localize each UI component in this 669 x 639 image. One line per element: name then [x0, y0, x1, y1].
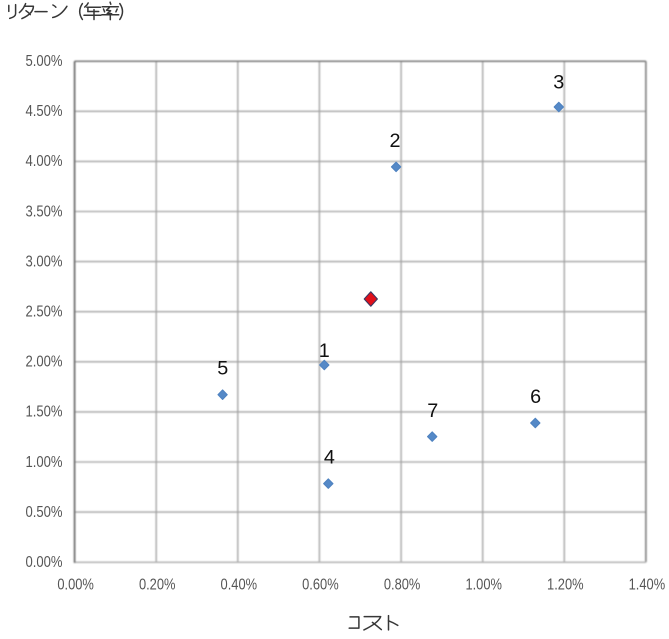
- svg-text:1.50%: 1.50%: [26, 404, 63, 421]
- svg-text:1.20%: 1.20%: [547, 576, 584, 593]
- svg-text:1: 1: [319, 340, 330, 362]
- svg-text:0.20%: 0.20%: [139, 576, 176, 593]
- svg-text:4: 4: [324, 447, 335, 469]
- svg-text:1.40%: 1.40%: [629, 576, 666, 593]
- svg-text:0.00%: 0.00%: [26, 554, 63, 571]
- svg-text:0.00%: 0.00%: [57, 576, 94, 593]
- svg-text:0.50%: 0.50%: [26, 504, 63, 521]
- svg-text:4.50%: 4.50%: [26, 103, 63, 120]
- svg-text:5: 5: [217, 358, 228, 380]
- svg-text:2.00%: 2.00%: [26, 354, 63, 371]
- svg-text:4.00%: 4.00%: [26, 153, 63, 170]
- svg-text:2: 2: [389, 130, 400, 152]
- svg-text:0.80%: 0.80%: [384, 576, 421, 593]
- svg-text:3.50%: 3.50%: [26, 203, 63, 220]
- svg-text:5.00%: 5.00%: [26, 53, 63, 70]
- svg-text:2.50%: 2.50%: [26, 304, 63, 321]
- svg-text:0.40%: 0.40%: [221, 576, 258, 593]
- svg-text:3: 3: [553, 72, 564, 94]
- svg-text:1.00%: 1.00%: [26, 454, 63, 471]
- svg-text:3.00%: 3.00%: [26, 253, 63, 270]
- svg-text:7: 7: [427, 400, 438, 422]
- svg-text:6: 6: [530, 386, 541, 408]
- svg-text:1.00%: 1.00%: [465, 576, 502, 593]
- svg-text:0.60%: 0.60%: [302, 576, 339, 593]
